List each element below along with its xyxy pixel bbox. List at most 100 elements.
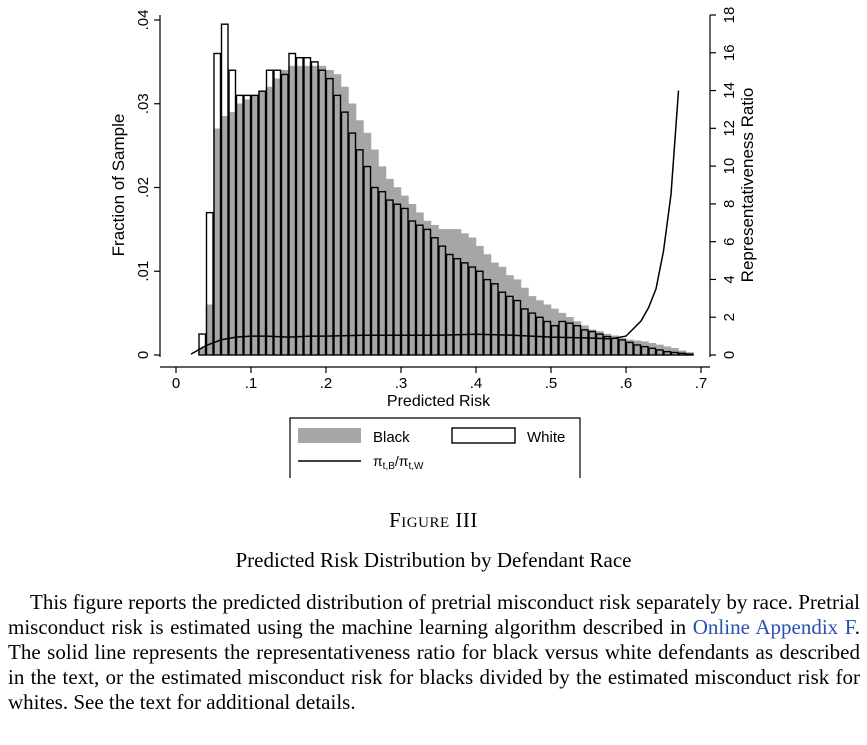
white-bar <box>498 291 507 356</box>
white-bar <box>595 333 604 356</box>
figure-label: Figure III <box>389 508 478 532</box>
legend-ratio-subscript: t,W <box>408 461 424 472</box>
white-bar <box>648 347 657 356</box>
white-bar <box>265 69 274 356</box>
risk-distribution-chart: 0 .1 .2 .3 .4 .5 .6 .7 0 .01 .02 .03 .04 0 2 4 6 8 10 12 14 1… <box>109 7 757 478</box>
online-appendix-link[interactable]: Online Appendix F <box>692 615 855 639</box>
white-bar <box>603 335 612 356</box>
x-tick-label: .7 <box>695 375 708 392</box>
white-bar <box>235 94 244 356</box>
white-bar <box>633 344 642 356</box>
white-bar <box>558 320 567 356</box>
white-bar <box>348 132 357 356</box>
legend-box <box>289 417 581 478</box>
white-bar <box>670 351 679 356</box>
white-bar <box>430 237 439 356</box>
y-right-tick-label: 8 <box>721 200 738 208</box>
y-tick-label: .03 <box>135 93 152 114</box>
y-right-tick-label: 14 <box>721 82 738 99</box>
y-right-tick-label: 12 <box>721 120 738 137</box>
legend-label-black: Black <box>373 429 410 446</box>
white-bar <box>228 69 237 356</box>
legend-label-ratio: πt,B/πt,W <box>373 453 424 472</box>
y-right-tick-label: 10 <box>721 158 738 175</box>
white-bar <box>378 190 387 356</box>
axes: 0 .1 .2 .3 .4 .5 .6 .7 0 .01 .02 .03 .04 0 2 4 6 8 10 12 14 1… <box>109 7 757 410</box>
y-right-tick-label: 16 <box>721 44 738 61</box>
white-bar <box>355 149 364 356</box>
white-bar <box>310 61 319 356</box>
white-bar <box>678 352 687 356</box>
white-bar <box>243 94 252 356</box>
white-bar <box>295 56 304 356</box>
white-bar <box>325 77 334 356</box>
white-bar <box>573 324 582 356</box>
white-bar <box>490 283 499 356</box>
y-right-tick-label: 6 <box>721 237 738 245</box>
white-bar <box>250 94 259 356</box>
ratio-line <box>190 90 680 355</box>
white-bar <box>333 94 342 356</box>
legend: Black White πt,B/πt,W <box>289 417 581 478</box>
white-bar <box>468 266 477 356</box>
x-tick-label: .3 <box>395 375 408 392</box>
x-tick-label: .4 <box>470 375 483 392</box>
white-bars <box>198 23 694 356</box>
legend-label-white: White <box>527 429 565 446</box>
white-bar <box>273 69 282 356</box>
legend-swatch-black <box>298 428 361 443</box>
white-bar <box>340 111 349 356</box>
white-bar <box>483 278 492 356</box>
legend-ratio-symbol: π <box>373 453 383 469</box>
white-bar <box>453 257 462 356</box>
y-axis-right-label: Representativeness Ratio <box>738 88 757 283</box>
white-bar <box>663 350 672 356</box>
white-bar <box>625 341 634 356</box>
white-bar <box>198 333 207 356</box>
white-bar <box>318 69 327 356</box>
white-bar <box>393 203 402 356</box>
white-bar <box>363 165 372 356</box>
x-tick-label: .2 <box>320 375 333 392</box>
white-bar <box>543 320 552 356</box>
white-bar <box>520 308 529 356</box>
white-bar <box>400 207 409 356</box>
white-bar <box>550 324 559 356</box>
white-bar <box>528 312 537 356</box>
y-axis-label: Fraction of Sample <box>109 114 128 257</box>
y-right-tick-label: 4 <box>721 275 738 283</box>
x-axis-label: Predicted Risk <box>387 393 491 410</box>
caption-text-2: . The solid line represents the represen… <box>8 615 860 714</box>
legend-ratio-subscript: t,B <box>383 461 396 472</box>
white-bar <box>685 353 694 356</box>
figure-caption: This figure reports the predicted distri… <box>8 590 860 715</box>
white-bar <box>438 245 447 356</box>
legend-ratio-symbol: /π <box>395 453 409 469</box>
white-bar <box>655 349 664 356</box>
white-bar <box>205 211 214 356</box>
white-bar <box>220 23 229 356</box>
white-bar <box>370 186 379 356</box>
white-bar <box>385 199 394 356</box>
white-bar <box>280 73 289 356</box>
x-tick-label: .1 <box>245 375 258 392</box>
white-bar <box>505 295 514 356</box>
x-tick-label: 0 <box>172 375 180 392</box>
figure-title: Predicted Risk Distribution by Defendant… <box>235 548 632 572</box>
legend-swatch-white <box>451 427 516 444</box>
white-bar <box>460 262 469 356</box>
white-bar <box>475 270 484 356</box>
white-bar <box>288 52 297 356</box>
white-bar <box>445 253 454 356</box>
y-tick-label: .02 <box>135 177 152 198</box>
white-bar <box>415 224 424 356</box>
white-bar <box>580 329 589 356</box>
white-bar <box>213 52 222 356</box>
white-bar <box>303 56 312 356</box>
white-bar <box>408 220 417 356</box>
white-bar <box>618 339 627 356</box>
y-right-tick-label: 18 <box>721 7 738 24</box>
y-right-tick-label: 0 <box>721 351 738 359</box>
y-tick-label: .01 <box>135 261 152 282</box>
white-bar <box>258 90 267 356</box>
